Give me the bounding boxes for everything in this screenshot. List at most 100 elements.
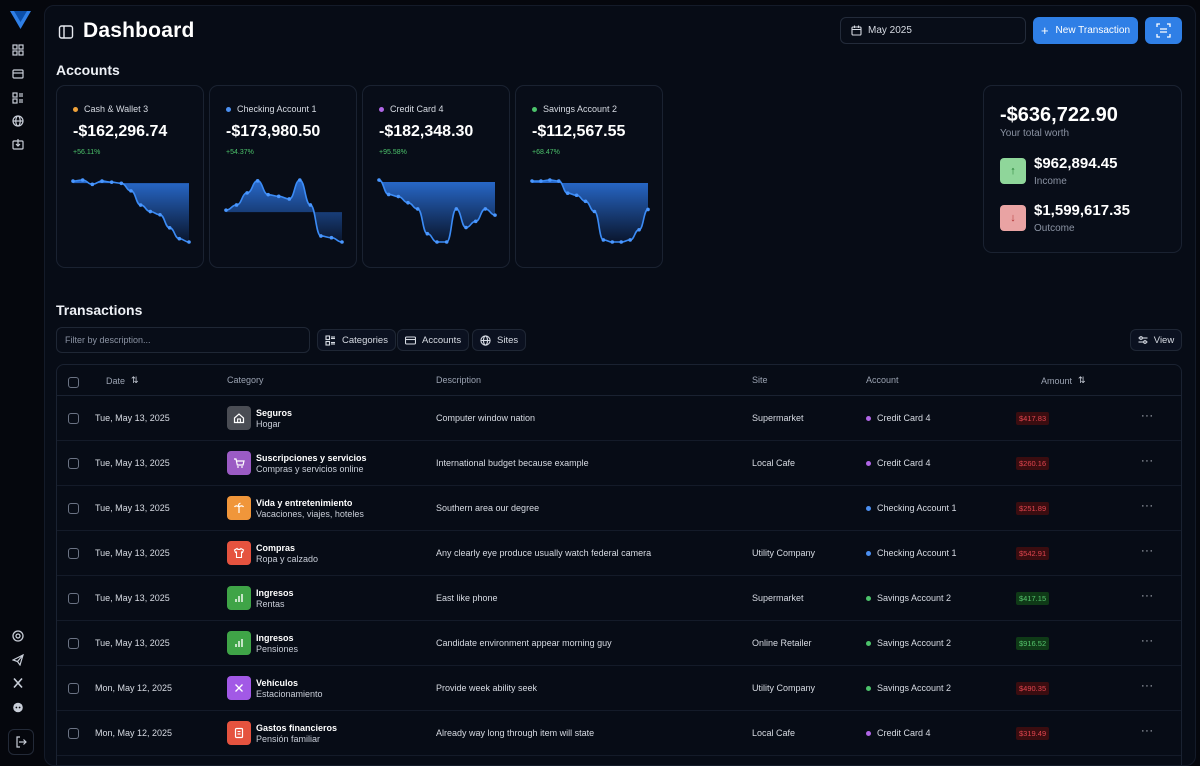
row-date: Mon, May 12, 2025 [95,728,173,738]
account-balance: -$173,980.50 [226,123,321,140]
row-account: Savings Account 2 [877,683,952,693]
view-options-button[interactable]: View [1130,329,1182,351]
site-column-header: Site [752,375,768,385]
table-row[interactable]: Tue, May 13, 2025 Ingresos Pensiones Candid… [57,621,1181,666]
github-icon[interactable] [8,626,28,646]
row-actions-menu-icon[interactable]: ··· [1141,635,1154,647]
amount-column-header[interactable]: Amount ⇅ [1041,375,1086,386]
account-card[interactable]: Credit Card 4 -$182,348.30 +95.58% [362,85,510,268]
home-icon [227,406,251,430]
sparkline-point [592,209,597,214]
sparkline-point [483,207,488,211]
table-row[interactable]: Tue, May 13, 2025 Ingresos Rentas East like… [57,576,1181,621]
bar-chart-icon [227,586,251,610]
row-actions-menu-icon[interactable]: ··· [1141,680,1154,692]
select-all-checkbox[interactable] [68,377,79,388]
row-checkbox[interactable] [68,413,79,424]
account-color-dot [866,550,871,556]
row-subcategory: Vacaciones, viajes, hoteles [256,509,364,519]
row-site: Utility Company [752,548,816,558]
row-date: Tue, May 13, 2025 [95,413,170,423]
row-checkbox[interactable] [68,548,79,559]
description-filter-input[interactable]: Filter by description... [56,327,310,353]
row-amount: $490.35 [1016,682,1050,695]
row-actions-menu-icon[interactable]: ··· [1141,455,1154,467]
income-value: $962,894.45 [1034,155,1118,172]
account-change: +95.58% [379,149,407,156]
row-subcategory: Pensión familiar [256,734,321,744]
income-arrow-icon: ↑ [1000,158,1026,184]
row-account: Savings Account 2 [877,593,952,603]
row-description: Any clearly eye produce usually watch fe… [436,548,652,558]
sparkline-point [119,181,124,186]
row-actions-menu-icon[interactable]: ··· [1141,500,1154,512]
row-account: Checking Account 1 [877,503,957,513]
account-card[interactable]: Checking Account 1 -$173,980.50 +54.37% [209,85,357,268]
row-category: Gastos financieros [256,723,338,733]
import-nav-icon[interactable] [8,134,28,154]
month-picker[interactable]: May 2025 [840,17,1026,44]
scan-receipt-button[interactable] [1145,17,1182,44]
account-name: Savings Account 2 [543,104,618,114]
row-checkbox[interactable] [68,458,79,469]
sparkline-point [187,240,191,244]
accounts-filter-button[interactable]: Accounts [397,329,470,351]
logout-button[interactable] [8,729,34,755]
sparkline-point [415,207,420,211]
row-checkbox[interactable] [68,593,79,604]
sidebar-toggle-icon[interactable] [58,24,74,40]
row-actions-menu-icon[interactable]: ··· [1141,590,1154,602]
globe-nav-icon[interactable] [8,111,28,131]
table-row[interactable]: Tue, May 13, 2025 Seguros Hogar Computer wi… [57,396,1181,441]
sparkline-point [556,179,561,183]
x-twitter-icon[interactable] [8,673,28,693]
table-row[interactable]: Mon, May 12, 2025 Vehículos Estacionamient… [57,666,1181,711]
account-color-dot [866,460,871,466]
row-category: Vehículos [256,678,299,688]
row-checkbox[interactable] [68,638,79,649]
row-checkbox[interactable] [68,503,79,514]
sparkline-point [610,240,615,244]
row-actions-menu-icon[interactable]: ··· [1141,545,1154,557]
card-nav-icon[interactable] [8,64,28,84]
transactions-table: Date ⇅ Category Description Site Account … [56,364,1182,765]
row-date: Tue, May 13, 2025 [95,638,170,648]
row-date: Tue, May 13, 2025 [95,593,170,603]
categories-filter-label: Categories [342,334,388,346]
dashboard-nav-icon[interactable] [8,40,28,60]
account-name: Cash & Wallet 3 [84,104,149,114]
total-worth-label: Your total worth [1000,128,1070,139]
categories-filter-button[interactable]: Categories [317,329,396,351]
sparkline-area [226,180,342,242]
app-logo-icon[interactable] [10,11,31,29]
row-actions-menu-icon[interactable]: ··· [1141,410,1154,422]
account-card[interactable]: Cash & Wallet 3 -$162,296.74 +56.11% [56,85,204,268]
sparkline-point [129,189,133,193]
row-account: Checking Account 1 [877,548,957,558]
table-header: Date ⇅ Category Description Site Account … [57,365,1181,396]
list-nav-icon[interactable] [8,88,28,108]
account-name: Checking Account 1 [237,104,317,114]
row-account: Credit Card 4 [877,728,931,738]
account-color-dot [379,106,384,112]
account-sparkline [377,178,497,244]
table-row[interactable]: Tue, May 13, 2025 Suscripciones y servici… [57,441,1181,486]
table-row[interactable]: Tue, May 13, 2025 Vida y entretenimiento V… [57,486,1181,531]
date-header-label: Date [106,375,126,386]
account-color-dot [73,106,78,112]
reddit-icon[interactable] [8,697,28,717]
account-card[interactable]: Savings Account 2 -$112,567.55 +68.47% [515,85,663,268]
table-row[interactable]: Mon, May 12, 2025 Gastos financieros Pensi… [57,711,1181,756]
date-column-header[interactable]: Date ⇅ [106,375,139,386]
table-row[interactable]: Tue, May 13, 2025 Compras Ropa y calzado An… [57,531,1181,576]
sparkline-point [628,238,632,242]
telegram-icon[interactable] [8,650,28,670]
row-actions-menu-icon[interactable]: ··· [1141,725,1154,737]
row-checkbox[interactable] [68,728,79,739]
new-transaction-button[interactable]: + New Transaction [1033,17,1138,44]
main-panel: Dashboard May 2025 + New Transaction Acc… [44,5,1196,766]
account-balance: -$112,567.55 [532,123,626,140]
row-checkbox[interactable] [68,683,79,694]
sites-filter-button[interactable]: Sites [472,329,527,351]
row-amount: $417.83 [1016,412,1050,425]
